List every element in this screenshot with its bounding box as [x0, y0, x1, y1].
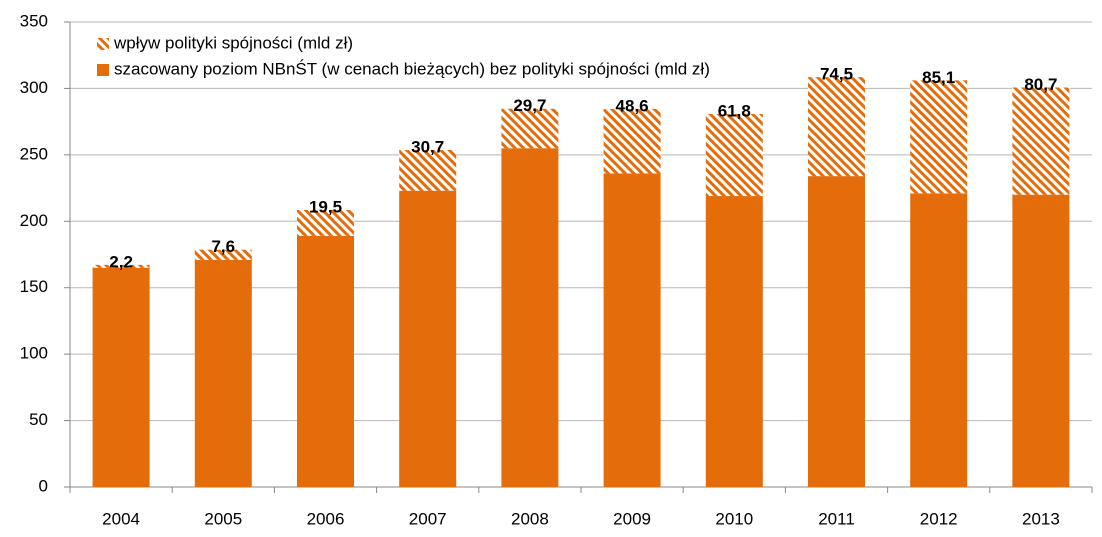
bar-segment [603, 173, 661, 487]
bar-segment [92, 264, 150, 268]
x-tick-label: 2005 [204, 509, 242, 528]
x-tick-label: 2012 [920, 509, 958, 528]
x-tick-label: 2011 [818, 509, 855, 528]
data-label: 7,6 [211, 237, 235, 256]
y-tick-label: 100 [20, 344, 48, 363]
data-label: 74,5 [820, 65, 853, 84]
bar-segment [194, 259, 252, 487]
data-label: 48,6 [616, 96, 649, 115]
data-label: 80,7 [1024, 75, 1057, 94]
bar-segment [92, 267, 150, 487]
data-label: 61,8 [718, 101, 751, 120]
y-tick-label: 50 [29, 410, 48, 429]
data-label: 29,7 [513, 96, 546, 115]
bar-segment [603, 108, 661, 174]
y-tick-label: 0 [39, 476, 48, 495]
data-label: 2,2 [109, 252, 133, 271]
bar-segment [808, 77, 865, 177]
bar-segment [705, 113, 763, 197]
bar-segment [399, 190, 457, 487]
x-tick-label: 2007 [409, 509, 447, 528]
y-tick-label: 150 [20, 277, 48, 296]
y-tick-label: 250 [20, 144, 48, 163]
bar-segment [910, 80, 968, 194]
legend-label: szacowany poziom NBnŚT (w cenach bieżący… [114, 59, 710, 78]
bar-segment [910, 193, 968, 487]
x-tick-label: 2009 [613, 509, 651, 528]
x-tick-label: 2010 [715, 509, 753, 528]
x-tick-label: 2004 [102, 509, 140, 528]
x-tick-label: 2008 [511, 509, 549, 528]
bar-segment [297, 235, 354, 487]
legend-label: wpływ polityki spójności (mld zł) [113, 33, 353, 52]
bar-segment [808, 176, 865, 487]
legend-swatch [97, 64, 109, 76]
bar-segment [297, 209, 354, 236]
data-label: 30,7 [411, 137, 444, 156]
bar-segment [501, 148, 559, 487]
data-label: 19,5 [309, 197, 342, 216]
bar-segment [1012, 87, 1070, 195]
bar-segment [501, 108, 559, 149]
x-tick-label: 2006 [307, 509, 345, 528]
y-tick-label: 200 [20, 211, 48, 230]
bar-segment [194, 249, 252, 260]
y-tick-label: 350 [20, 11, 48, 30]
x-tick-label: 2013 [1022, 509, 1060, 528]
legend-swatch [97, 38, 109, 50]
bar-segment [705, 196, 763, 488]
data-label: 85,1 [922, 68, 955, 87]
y-tick-label: 300 [20, 78, 48, 97]
bar-segment [399, 149, 457, 191]
bar-segment [1012, 194, 1070, 487]
